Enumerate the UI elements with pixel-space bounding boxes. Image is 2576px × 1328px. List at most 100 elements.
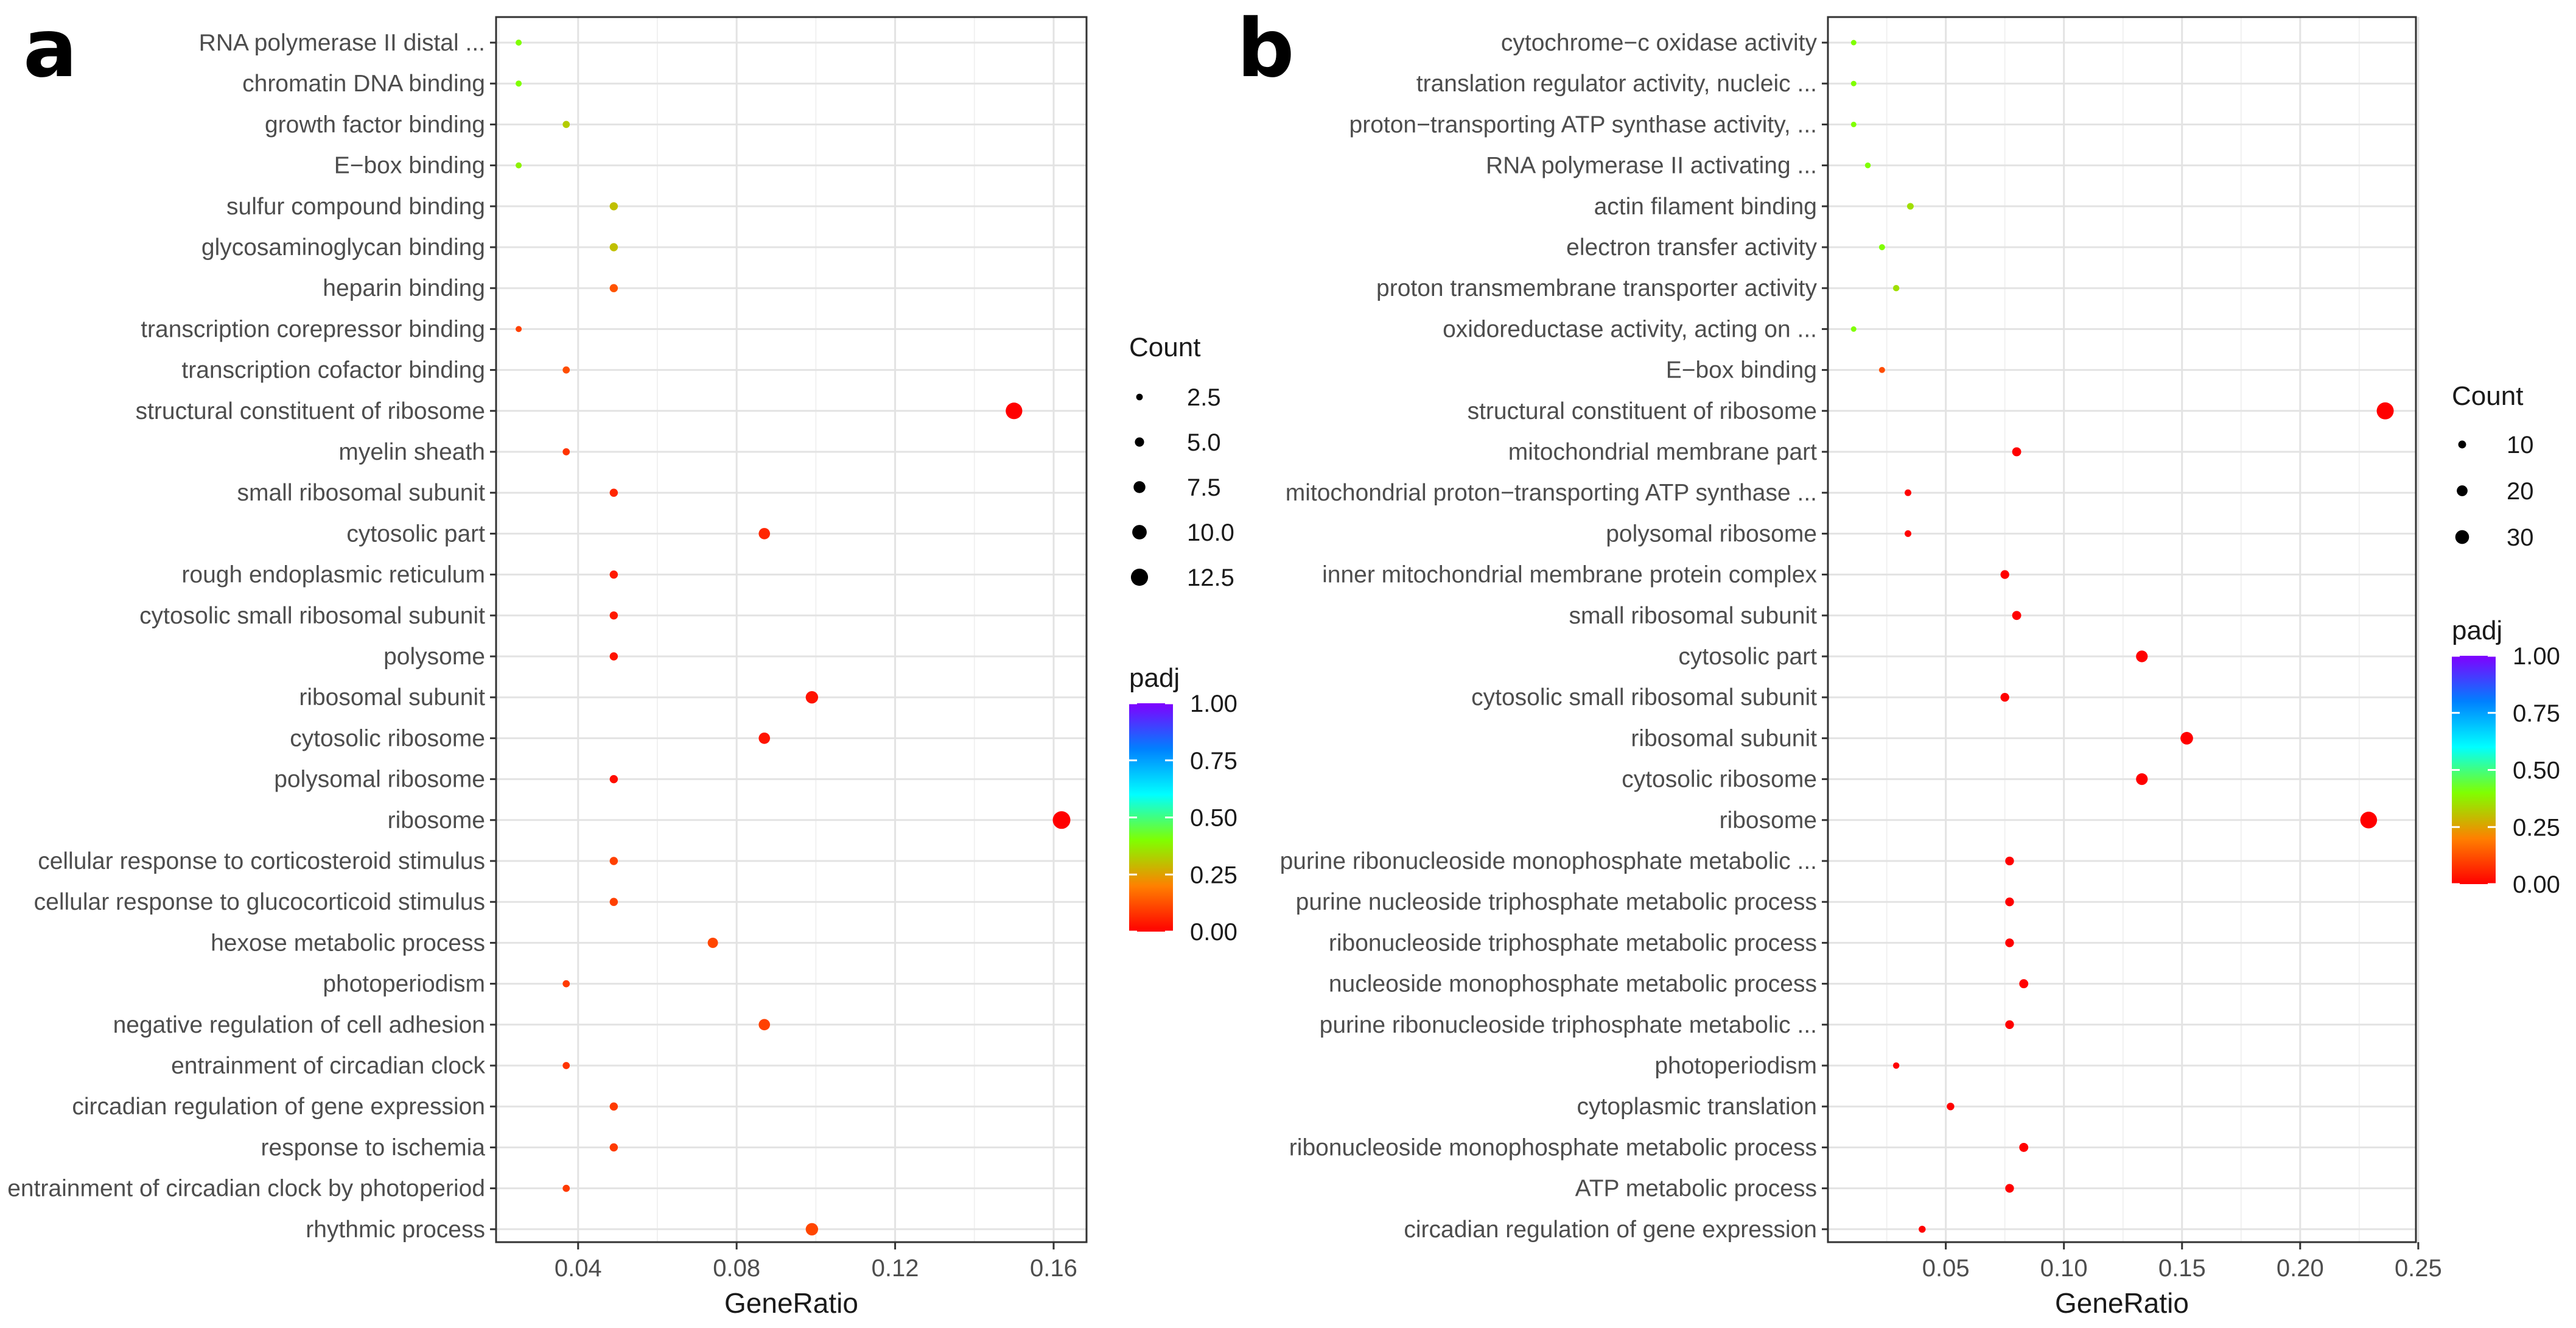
padj-legend-label: 0.25 xyxy=(2513,814,2560,841)
term-label: inner mitochondrial membrane protein com… xyxy=(1322,562,1817,588)
count-legend-label: 20 xyxy=(2507,478,2534,505)
term-dot xyxy=(805,1223,819,1235)
count-legend-label: 10.0 xyxy=(1187,519,1234,546)
term-dot xyxy=(2005,938,2014,947)
term-label: photoperiodism xyxy=(323,971,485,997)
x-tick-label: 0.05 xyxy=(1922,1255,1970,1282)
x-tick-label: 0.04 xyxy=(555,1255,602,1282)
term-dot xyxy=(1947,1102,1955,1111)
term-dot xyxy=(609,775,618,784)
term-dot xyxy=(2376,402,2394,420)
panel-b-x-axis-title: GeneRatio xyxy=(2055,1287,2189,1319)
term-dot xyxy=(805,691,819,704)
term-dot xyxy=(516,326,522,332)
x-tick-label: 0.15 xyxy=(2158,1255,2206,1282)
term-label: sulfur compound binding xyxy=(226,194,485,220)
term-label: cellular response to glucocorticoid stim… xyxy=(34,889,485,915)
term-label: heparin binding xyxy=(323,275,485,301)
term-label: electron transfer activity xyxy=(1566,234,1817,261)
term-dot xyxy=(516,40,522,46)
padj-legend-label: 1.00 xyxy=(1190,690,1237,717)
term-label: cytoplasmic translation xyxy=(1577,1094,1818,1120)
term-label: circadian regulation of gene expression xyxy=(1404,1217,1817,1243)
panel-b-count-legend: Count 10 20 30 xyxy=(2452,381,2534,551)
panel-a-letter: a xyxy=(23,2,77,96)
count-legend-label: 5.0 xyxy=(1187,429,1221,456)
term-label: transcription corepressor binding xyxy=(141,316,485,342)
term-label: cytosolic ribosome xyxy=(290,725,485,751)
panel-b-padj-legend-title: padj xyxy=(2452,616,2502,645)
term-dot xyxy=(1892,1062,1900,1069)
term-label: RNA polymerase II activating ... xyxy=(1486,153,1817,179)
term-dot xyxy=(2005,898,2014,907)
term-label: ribosome xyxy=(388,807,485,834)
term-dot xyxy=(1892,284,1900,292)
term-label: entrainment of circadian clock xyxy=(171,1053,485,1079)
count-legend-label: 12.5 xyxy=(1187,564,1234,591)
x-tick-label: 0.16 xyxy=(1030,1255,1077,1282)
count-legend-label: 10 xyxy=(2507,432,2534,458)
padj-legend-label: 0.00 xyxy=(1190,919,1237,946)
count-legend-label: 7.5 xyxy=(1187,474,1221,501)
term-dot xyxy=(1878,367,1885,373)
term-dot xyxy=(2360,812,2378,829)
padj-legend-label: 0.75 xyxy=(1190,748,1237,775)
term-dot xyxy=(2180,732,2193,745)
panel-a-gridlines xyxy=(496,17,1087,1242)
term-label: small ribosomal subunit xyxy=(1569,603,1817,629)
term-dot xyxy=(1850,326,1857,332)
term-label: ribosomal subunit xyxy=(1631,725,1817,751)
term-dot xyxy=(562,448,570,455)
panel-b-x-axis: 0.05 0.10 0.15 0.20 0.25 xyxy=(1922,1242,2442,1282)
x-tick-label: 0.25 xyxy=(2395,1255,2442,1282)
panel-a-count-legend-title: Count xyxy=(1129,332,1200,362)
count-legend-dot xyxy=(1132,525,1147,539)
count-legend-dot xyxy=(1136,393,1143,401)
panel-a-term-labels: RNA polymerase II distal ... chromatin DN… xyxy=(7,30,496,1243)
count-legend-dot xyxy=(2458,440,2466,449)
term-dot xyxy=(1864,162,1871,169)
panel-b-dot-plot: b cytochrome−c oxidase activity translati… xyxy=(1237,2,2560,1319)
padj-legend-label: 0.50 xyxy=(1190,805,1237,832)
panel-b-term-labels: cytochrome−c oxidase activity translation… xyxy=(1280,30,1828,1243)
panel-a-count-legend: Count 2.5 5.0 7.5 10.0 12.5 xyxy=(1129,332,1234,591)
term-dot xyxy=(2012,447,2021,457)
term-dot xyxy=(1878,244,1885,250)
term-label: mitochondrial proton−transporting ATP sy… xyxy=(1286,480,1817,506)
term-label: chromatin DNA binding xyxy=(242,71,485,97)
term-label: purine nucleoside triphosphate metabolic… xyxy=(1296,889,1817,915)
term-label: structural constituent of ribosome xyxy=(1468,398,1817,424)
panel-b-dots xyxy=(1850,40,2394,1233)
padj-legend-label: 0.75 xyxy=(2513,700,2560,727)
term-label: cytosolic part xyxy=(346,521,485,547)
term-label: RNA polymerase II distal ... xyxy=(199,30,485,56)
term-label: circadian regulation of gene expression xyxy=(72,1094,485,1120)
term-label: oxidoreductase activity, acting on ... xyxy=(1443,316,1817,342)
term-label: cytosolic ribosome xyxy=(1622,767,1817,793)
term-label: polysome xyxy=(383,644,485,670)
term-dot xyxy=(562,980,570,988)
term-label: cytosolic small ribosomal subunit xyxy=(1471,684,1817,711)
term-dot xyxy=(758,1019,771,1031)
term-dot xyxy=(609,284,618,292)
x-tick-label: 0.08 xyxy=(713,1255,760,1282)
term-dot xyxy=(562,366,570,374)
term-label: structural constituent of ribosome xyxy=(136,398,485,424)
term-dot xyxy=(609,243,618,251)
term-label: proton−transporting ATP synthase activit… xyxy=(1349,111,1817,138)
panel-a-padj-legend: padj 1.00 0.75 0.50 0.25 0.00 xyxy=(1129,663,1237,946)
padj-legend-label: 1.00 xyxy=(2513,643,2560,670)
term-dot xyxy=(2000,693,2009,702)
term-dot xyxy=(2005,856,2014,866)
term-label: E−box binding xyxy=(334,153,485,179)
term-dot xyxy=(609,857,618,865)
panel-a-x-axis: 0.04 0.08 0.12 0.16 xyxy=(555,1242,1077,1282)
term-dot xyxy=(516,162,522,169)
term-dot xyxy=(1850,40,1857,46)
term-dot xyxy=(516,80,522,87)
term-label: actin filament binding xyxy=(1594,194,1817,220)
x-tick-label: 0.12 xyxy=(872,1255,919,1282)
panel-a-dots xyxy=(516,40,1071,1235)
padj-legend-label: 0.50 xyxy=(2513,757,2560,784)
term-dot xyxy=(2005,1184,2014,1193)
